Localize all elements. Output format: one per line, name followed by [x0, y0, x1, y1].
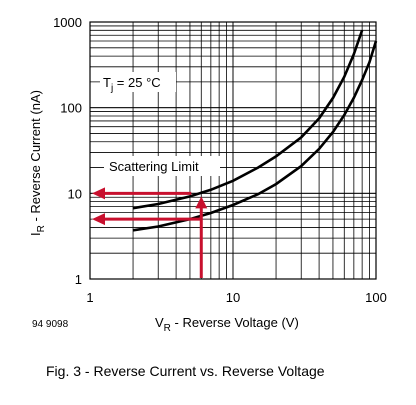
figure-caption: Fig. 3 - Reverse Current vs. Reverse Vol… — [46, 363, 325, 379]
scattering-limit-label: Scattering Limit — [109, 159, 199, 174]
y-tick-label: 1 — [75, 272, 82, 287]
y-tick-labels: 1 10 100 1000 — [53, 15, 82, 287]
x-tick-label: 100 — [365, 290, 387, 305]
y-tick-label: 100 — [60, 101, 82, 116]
x-tick-labels: 1 10 100 — [86, 290, 386, 305]
marker-upper-arrowhead — [92, 187, 105, 200]
x-tick-label: 10 — [226, 290, 240, 305]
plot-frame — [89, 21, 377, 280]
marker-vertical-arrowhead — [195, 196, 208, 209]
series-line-2 — [132, 40, 378, 232]
y-tick-label: 1000 — [53, 15, 82, 30]
x-axis-label: VR - Reverse Voltage (V) — [155, 315, 299, 334]
scattering-markers — [92, 187, 208, 278]
marker-lower-arrowhead — [92, 213, 105, 226]
series-line-1 — [132, 29, 364, 210]
y-tick-label: 10 — [68, 186, 82, 201]
x-tick-label: 1 — [86, 290, 93, 305]
y-axis-label: IR - Reverse Current (nA) — [28, 90, 47, 236]
figure-code: 94 9098 — [32, 319, 69, 330]
chart-grid — [90, 22, 376, 279]
curves — [132, 29, 378, 232]
temperature-annotation: Tj = 25 °C — [103, 75, 161, 94]
